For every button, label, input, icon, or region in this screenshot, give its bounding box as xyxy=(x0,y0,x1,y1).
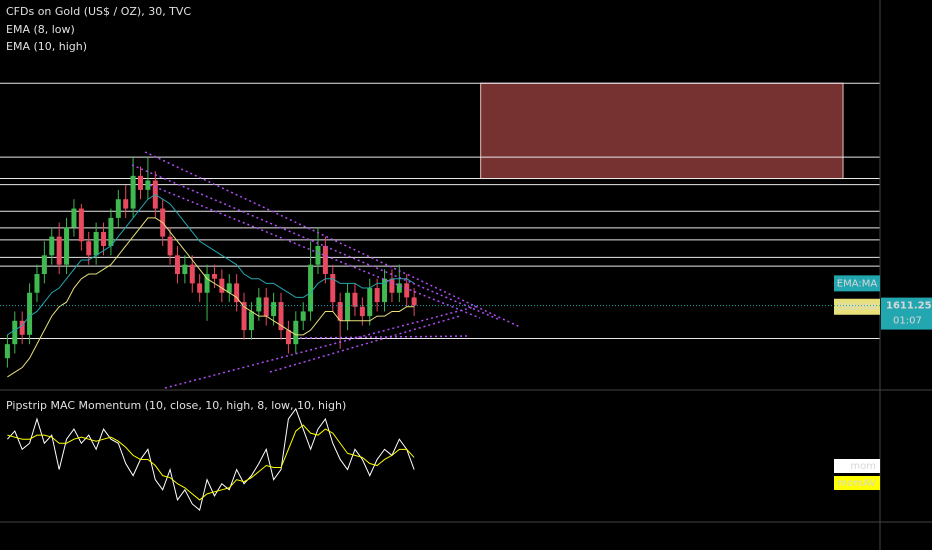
candle-body xyxy=(41,255,47,275)
plot xyxy=(0,82,880,511)
candle-body xyxy=(330,274,336,303)
last-price-label: 1611.25 xyxy=(886,301,932,312)
candle-body xyxy=(145,180,151,190)
candle-body xyxy=(49,236,55,256)
candle-body xyxy=(271,302,277,317)
trendlines xyxy=(131,151,521,389)
legend-box xyxy=(834,459,880,473)
candle-body xyxy=(189,264,195,284)
candle-body xyxy=(138,175,144,190)
candle-body xyxy=(4,344,10,359)
candle-body xyxy=(78,208,84,242)
indicator-line xyxy=(7,407,415,511)
indicator-title: Pipstrip MAC Momentum (10, close, 10, hi… xyxy=(6,399,346,412)
candle-body xyxy=(315,245,321,265)
candle-body xyxy=(197,283,203,293)
indicator-line xyxy=(7,424,415,501)
candle-body xyxy=(182,264,188,275)
candle-body xyxy=(108,217,114,246)
candle-body xyxy=(359,306,365,317)
candle-body xyxy=(322,245,328,275)
candle-body xyxy=(219,278,225,293)
trendline xyxy=(269,315,461,373)
candle-body xyxy=(34,274,40,293)
countdown-label: 01:07 xyxy=(893,316,922,327)
last-price-box xyxy=(881,297,932,330)
candle-body xyxy=(367,288,373,317)
candle-body xyxy=(411,297,417,306)
candle-body xyxy=(345,292,351,321)
candle-body xyxy=(226,283,232,293)
candle-body xyxy=(396,283,402,293)
indicator-line xyxy=(7,193,415,336)
candle-body xyxy=(300,311,306,321)
candle-body xyxy=(167,236,173,256)
candle-body xyxy=(293,320,299,345)
candle-body xyxy=(123,199,129,209)
candle-body xyxy=(241,302,247,331)
trendline xyxy=(299,335,471,339)
legend-entry: EMA (8, low) xyxy=(6,23,75,36)
ema-tag: EMA:MA xyxy=(837,278,878,289)
candle-body xyxy=(404,283,410,298)
candle-body xyxy=(86,241,92,256)
trendline xyxy=(164,305,479,389)
candle-body xyxy=(204,274,210,293)
candle-body xyxy=(308,264,314,312)
axes: EMA:MA EMA:MA 1611.25 01:07 mom momAV xyxy=(0,275,932,490)
candle-body xyxy=(248,311,254,331)
candle-body xyxy=(211,274,217,279)
candle-body xyxy=(64,227,70,265)
candle-body xyxy=(27,292,33,335)
candle-body xyxy=(101,231,107,246)
legend-entry: mom xyxy=(850,461,876,472)
candle-body xyxy=(130,175,136,209)
candle-body xyxy=(263,297,269,317)
candle-body xyxy=(234,283,240,303)
ema-tag-box xyxy=(834,275,880,292)
candle-body xyxy=(19,320,25,335)
zone-box xyxy=(480,82,844,180)
trendline xyxy=(149,184,481,319)
chart-title: CFDs on Gold (US$ / OZ), 30, TVC xyxy=(6,5,191,18)
candle-body xyxy=(256,297,262,312)
candle-body xyxy=(115,199,121,218)
legend-entry: momAV xyxy=(837,478,876,489)
candle-body xyxy=(374,288,380,303)
legend-box xyxy=(834,476,880,490)
candle-body xyxy=(71,208,77,228)
candle-body xyxy=(56,236,62,265)
indicator-line xyxy=(7,217,415,378)
trendline xyxy=(144,151,521,328)
legend-entry: EMA (10, high) xyxy=(6,40,87,53)
candle-body xyxy=(93,231,99,256)
candle-body xyxy=(352,292,358,307)
candle-body xyxy=(337,302,343,321)
ema-tag-box xyxy=(834,298,880,315)
ema-tag: EMA:MA xyxy=(837,302,878,313)
candle-body xyxy=(174,255,180,275)
candle-body xyxy=(278,302,284,331)
candle-body xyxy=(382,278,388,303)
trendline xyxy=(131,164,501,321)
candle-body xyxy=(12,320,18,345)
candle-body xyxy=(285,330,291,345)
candle-body xyxy=(389,278,395,293)
